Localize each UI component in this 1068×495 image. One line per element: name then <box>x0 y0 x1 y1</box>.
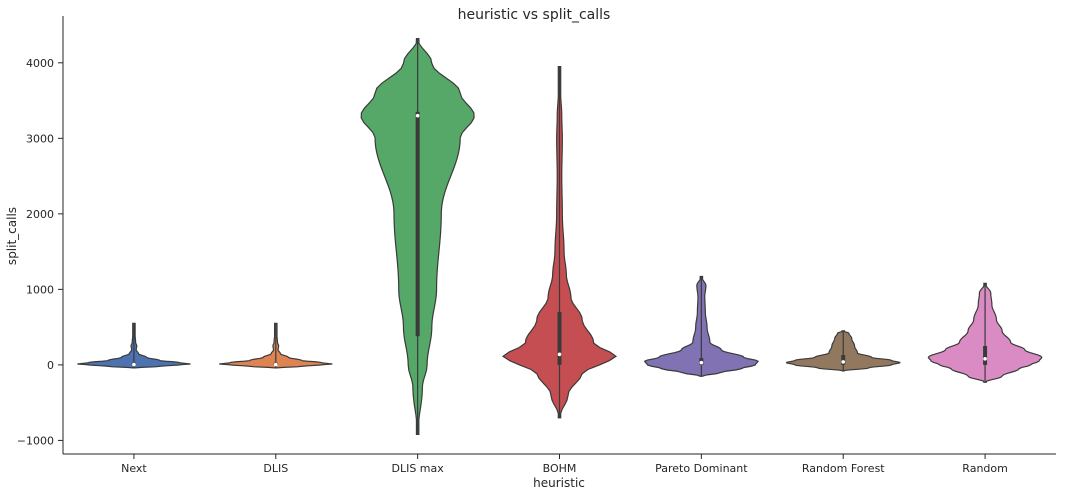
y-tick-label: 0 <box>47 359 54 372</box>
x-tick-label: BOHM <box>543 462 577 475</box>
x-tick-label: Random Forest <box>802 462 885 475</box>
y-tick-label: −1000 <box>17 434 54 447</box>
y-ticks-group: −1000 0 1000 2000 3000 4000 <box>17 57 63 447</box>
chart-title: heuristic vs split_calls <box>458 7 611 23</box>
y-tick-label: 4000 <box>26 57 54 70</box>
y-tick-label: 1000 <box>26 283 54 296</box>
violin-median-dot <box>983 357 987 361</box>
x-tick-label: DLIS <box>263 462 288 475</box>
violin-median-dot <box>841 360 846 364</box>
violin-median-dot <box>415 113 420 118</box>
x-tick-label: Next <box>121 462 147 475</box>
x-axis-label: heuristic <box>533 476 585 490</box>
x-tick-label: Random <box>962 462 1008 475</box>
violin-median-dot <box>273 362 278 367</box>
x-tick-label: DLIS max <box>391 462 444 475</box>
x-ticks-group: Next DLIS DLIS max BOHM Pareto Dominant Rando… <box>121 454 1008 475</box>
y-axis-label: split_calls <box>5 207 19 265</box>
y-tick-label: 3000 <box>26 132 54 145</box>
violin-median-dot <box>557 352 562 357</box>
x-tick-label: Pareto Dominant <box>655 462 748 475</box>
y-tick-label: 2000 <box>26 208 54 221</box>
violin-median-dot <box>132 362 136 367</box>
violins-group <box>77 38 1043 435</box>
violin-median-dot <box>699 360 704 365</box>
